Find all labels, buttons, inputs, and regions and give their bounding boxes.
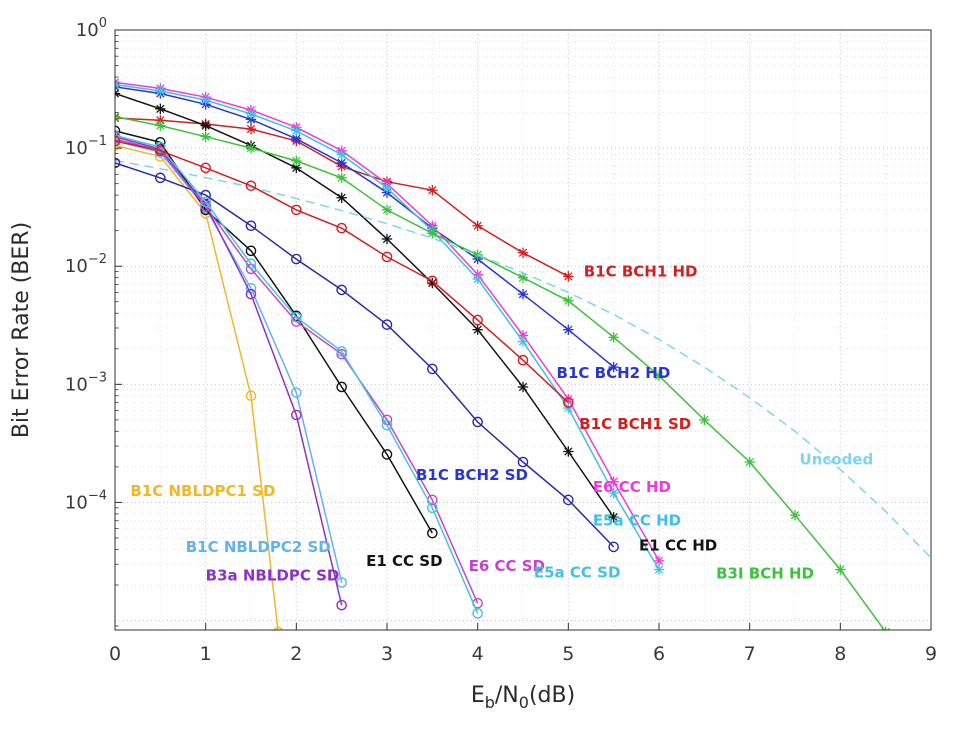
series-line-uncoded	[115, 159, 931, 559]
annotation-b1c-nbldpc1-sd: B1C NBLDPC1 SD	[130, 482, 275, 500]
annotation-e6-cc-sd: E6 CC SD	[469, 557, 545, 575]
x-tick-label: 6	[653, 643, 665, 665]
annotation-b1c-bch2-hd: B1C BCH2 HD	[557, 364, 671, 382]
series-e1-cc-hd	[115, 88, 619, 523]
y-tick-label: 10−1	[65, 134, 107, 159]
annotation-e5a-cc-hd: E5a CC HD	[593, 512, 681, 530]
annotation-e5a-cc-sd: E5a CC SD	[534, 564, 621, 582]
series-b1c-bch1-sd	[115, 135, 574, 408]
series-line-b1c-bch2-hd	[115, 86, 615, 368]
x-tick-label: 7	[744, 643, 756, 665]
annotation-uncoded: Uncoded	[800, 451, 874, 469]
y-tick-label: 100	[76, 16, 107, 41]
annotation-b1c-bch1-sd: B1C BCH1 SD	[579, 415, 691, 433]
annotation-b1c-bch2-sd: B1C BCH2 SD	[416, 466, 528, 484]
annotation-b1c-nbldpc2-sd: B1C NBLDPC2 SD	[186, 538, 331, 556]
series-e5a-cc-sd	[115, 130, 483, 619]
x-tick-label: 8	[834, 643, 846, 665]
x-tick-label: 1	[200, 643, 212, 665]
series-line-e1-cc-hd	[115, 92, 615, 518]
annotation-e1-cc-hd: E1 CC HD	[639, 537, 717, 555]
series-line-b3a-nbldpc-sd	[115, 135, 343, 606]
series-uncoded	[115, 159, 931, 559]
x-tick-label: 5	[562, 643, 574, 665]
x-tick-label: 3	[381, 643, 393, 665]
y-tick-label: 10−4	[65, 488, 107, 513]
x-tick-label: 0	[109, 643, 121, 665]
x-tick-label: 4	[472, 643, 484, 665]
x-axis-label: Eb/N0(dB)	[471, 683, 575, 712]
y-tick-label: 10−3	[65, 370, 107, 395]
x-tick-label: 2	[290, 643, 302, 665]
series-line-e5a-cc-sd	[115, 134, 479, 614]
x-tick-label: 9	[925, 643, 937, 665]
series-e5a-cc-hd	[115, 79, 665, 575]
annotation-b1c-bch1-hd: B1C BCH1 HD	[584, 263, 698, 281]
series-line-b3i-bch-hd	[115, 115, 886, 630]
annotation-b3i-bch-hd: B3I BCH HD	[716, 565, 814, 583]
annotation-e1-cc-sd: E1 CC SD	[366, 552, 442, 570]
annotation-b3a-nbldpc-sd: B3a NBLDPC SD	[206, 567, 340, 585]
y-tick-label: 10−2	[65, 252, 107, 277]
series-line-b1c-bch1-sd	[115, 140, 569, 404]
y-axis-label: Bit Error Rate (BER)	[9, 222, 34, 438]
annotation-e6-cc-hd: E6 CC HD	[593, 478, 671, 496]
axis-box	[114, 29, 932, 631]
